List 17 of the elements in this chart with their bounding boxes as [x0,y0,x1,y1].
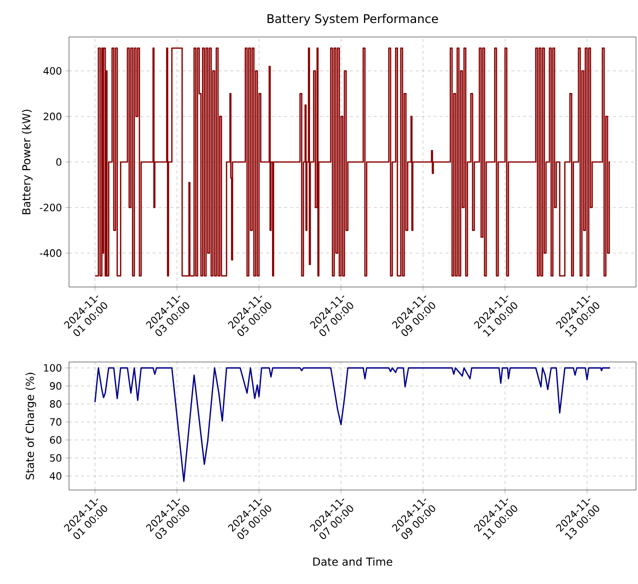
y-tick-label: 200 [44,112,62,120]
y-tick-label: -400 [40,249,62,257]
y-tick-label: 400 [43,67,62,75]
y-tick-label: 100 [44,364,62,372]
y-tick-label: 40 [50,472,62,480]
y-tick-label: 60 [50,436,62,444]
chart-title: Battery System Performance [268,14,438,26]
y-tick-label: -200 [40,204,62,212]
y-tick-label: 90 [50,382,62,390]
y-tick-label: 80 [50,400,62,408]
y-axis-title: Battery Power (kW) [22,110,33,214]
line-series [94,367,611,482]
y-tick-label: 0 [56,158,62,166]
y-tick-label: 50 [50,454,62,462]
x-axis-title: Date and Time [313,557,392,566]
y-tick-label: 70 [50,418,62,426]
y-axis-title: State of Charge (%) [26,372,36,480]
